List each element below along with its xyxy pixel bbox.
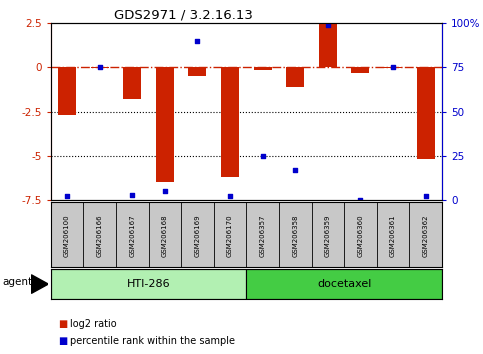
Bar bbox=[417, 67, 435, 159]
Bar bbox=[51, 269, 246, 299]
Text: percentile rank within the sample: percentile rank within the sample bbox=[70, 336, 235, 346]
Text: GSM206168: GSM206168 bbox=[162, 215, 168, 257]
Text: HTI-286: HTI-286 bbox=[127, 279, 170, 289]
Point bbox=[128, 192, 136, 198]
Bar bbox=[254, 67, 271, 70]
Text: log2 ratio: log2 ratio bbox=[70, 319, 117, 329]
Text: GSM206169: GSM206169 bbox=[195, 215, 200, 257]
Text: ■: ■ bbox=[58, 336, 67, 346]
Bar bbox=[246, 269, 442, 299]
Point bbox=[356, 197, 364, 203]
Text: GSM206360: GSM206360 bbox=[357, 215, 363, 257]
Point bbox=[161, 188, 169, 194]
Polygon shape bbox=[31, 275, 48, 293]
Text: GSM206357: GSM206357 bbox=[260, 215, 266, 257]
Bar bbox=[384, 67, 402, 68]
Text: GSM206170: GSM206170 bbox=[227, 215, 233, 257]
Point bbox=[63, 194, 71, 199]
Text: GSM206167: GSM206167 bbox=[129, 215, 135, 257]
Point bbox=[96, 64, 103, 70]
Text: agent: agent bbox=[2, 277, 32, 287]
Text: GSM206359: GSM206359 bbox=[325, 215, 331, 257]
Bar bbox=[156, 67, 174, 182]
Text: GSM206361: GSM206361 bbox=[390, 215, 396, 257]
Point bbox=[194, 38, 201, 44]
Bar bbox=[91, 67, 109, 68]
Text: GSM206100: GSM206100 bbox=[64, 215, 70, 257]
Point bbox=[259, 153, 267, 159]
Text: GSM206358: GSM206358 bbox=[292, 215, 298, 257]
Bar bbox=[123, 67, 141, 99]
Bar bbox=[188, 67, 206, 76]
Text: docetaxel: docetaxel bbox=[317, 279, 371, 289]
Point bbox=[389, 64, 397, 70]
Bar bbox=[58, 67, 76, 115]
Point bbox=[422, 194, 429, 199]
Bar bbox=[221, 67, 239, 177]
Text: GDS2971 / 3.2.16.13: GDS2971 / 3.2.16.13 bbox=[114, 9, 253, 22]
Bar bbox=[352, 67, 369, 73]
Point bbox=[291, 167, 299, 173]
Point bbox=[226, 194, 234, 199]
Bar bbox=[319, 24, 337, 67]
Bar bbox=[286, 67, 304, 87]
Point bbox=[324, 22, 332, 28]
Text: GSM206166: GSM206166 bbox=[97, 215, 102, 257]
Text: GSM206362: GSM206362 bbox=[423, 215, 428, 257]
Text: ■: ■ bbox=[58, 319, 67, 329]
